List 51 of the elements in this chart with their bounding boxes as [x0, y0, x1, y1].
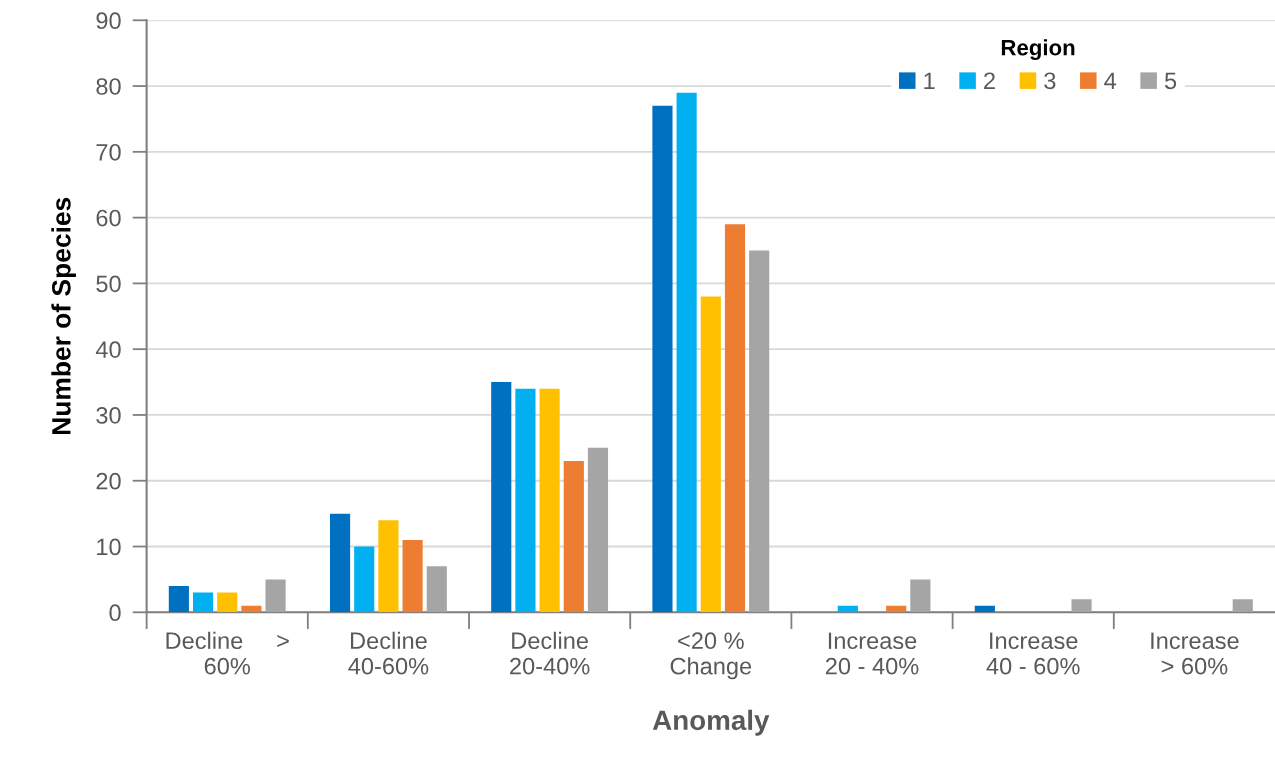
x-tick-label: Decline > 60% [166, 631, 289, 675]
bar [241, 605, 262, 613]
x-tick-label: Decline 40-60% [348, 631, 429, 675]
legend-label: 1 [924, 72, 935, 89]
bar [217, 592, 238, 613]
y-tick-label: 60 [96, 209, 121, 227]
x-tick-label: <20 % Change [670, 632, 752, 680]
legend-label: 5 [1164, 72, 1177, 90]
bar [168, 585, 189, 613]
bar [491, 382, 512, 613]
legend-label: 4 [1104, 72, 1117, 89]
x-tick-label: Decline 20-40% [510, 631, 590, 675]
y-tick-label: 80 [96, 78, 121, 95]
bar [724, 224, 746, 613]
bar [426, 566, 447, 613]
bar [378, 520, 399, 613]
bar [265, 579, 286, 613]
y-tick-label: 30 [96, 407, 121, 424]
bar [974, 605, 995, 613]
y-tick-label: 90 [96, 12, 121, 30]
x-tick-label: Increase 20 - 40% [825, 632, 919, 675]
bar [402, 539, 423, 613]
bar [652, 105, 673, 613]
bar [515, 388, 536, 613]
x-tick-label: Increase 40 - 60% [986, 632, 1080, 675]
bar [192, 592, 214, 613]
y-tick-label: 50 [96, 275, 121, 293]
y-tick-label: 20 [96, 472, 121, 490]
legend-label: 3 [1044, 72, 1056, 90]
bar [354, 546, 375, 613]
bar [563, 461, 584, 613]
bar [749, 250, 770, 613]
y-axis-title: Number of Species [51, 197, 76, 435]
y-tick-label: 40 [95, 341, 121, 358]
bar [700, 296, 721, 613]
y-tick-label: 10 [97, 538, 121, 556]
legend-label: 2 [984, 72, 995, 89]
bar [329, 513, 351, 613]
bar [1071, 599, 1092, 613]
x-axis-title: Anomaly [652, 709, 770, 736]
legend-title: Region [1001, 39, 1075, 60]
bar [886, 605, 907, 613]
bar [837, 605, 858, 613]
bar [910, 579, 931, 613]
bar [539, 388, 560, 613]
bar [676, 92, 697, 613]
bar [1232, 599, 1253, 613]
y-tick-label: 70 [96, 143, 121, 161]
y-tick-label: 0 [109, 604, 121, 622]
x-tick-label: Increase > 60% [1151, 632, 1239, 675]
bar [587, 447, 609, 613]
